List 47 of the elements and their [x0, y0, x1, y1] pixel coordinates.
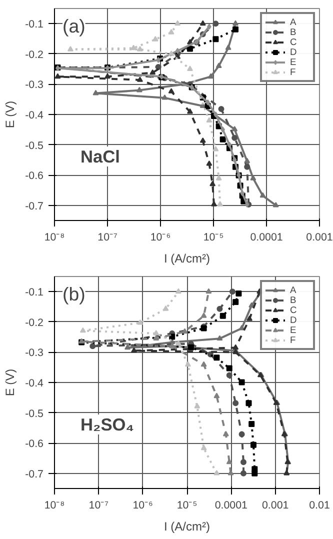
y-tick-label: -0.5	[25, 408, 44, 420]
legend-label: F	[290, 67, 297, 77]
y-tick-label: -0.1	[25, 18, 44, 31]
x-tick-label: 10⁻⁸	[44, 232, 65, 244]
annotation: NaCl	[80, 146, 120, 166]
legend-label: A	[290, 285, 298, 295]
legend-label: E	[290, 325, 298, 335]
annotation: H₂SO₄	[80, 414, 134, 434]
legend-label: D	[290, 47, 298, 57]
y-tick-label: -0.7	[25, 468, 44, 480]
y-tick-label: -0.4	[25, 110, 44, 122]
y-tick-label: -0.2	[25, 316, 44, 329]
x-tick-label: 10⁻⁶	[150, 232, 171, 244]
y-tick-label: -0.6	[25, 170, 44, 182]
x-tick-label: 10⁻⁷	[88, 500, 109, 512]
x-tick-label: 0.0001	[250, 232, 283, 244]
annotation: (a)	[62, 16, 86, 36]
x-axis-title: I (A/cm²)	[164, 252, 210, 266]
y-tick-label: -0.3	[25, 347, 44, 360]
y-tick-label: -0.6	[25, 438, 44, 450]
legend-label: C	[290, 37, 298, 47]
x-tick-label: 10⁻⁵	[203, 232, 224, 244]
y-tick-label: -0.7	[25, 200, 44, 212]
legend-label: C	[290, 305, 298, 315]
annotation: (b)	[62, 284, 86, 304]
x-axis-title: I (A/cm²)	[164, 520, 210, 534]
y-tick-label: -0.5	[25, 140, 44, 152]
x-tick-label: 10⁻⁵	[176, 500, 198, 512]
legend-label: B	[290, 295, 298, 305]
y-tick-label: -0.2	[25, 48, 44, 61]
x-tick-label: 0.001	[262, 500, 289, 512]
x-tick-label: 10⁻⁶	[132, 500, 153, 512]
x-tick-label: 10⁻⁷	[98, 232, 118, 244]
y-axis-title: E (V)	[3, 100, 18, 128]
legend-label: E	[290, 57, 298, 67]
legend-label: F	[290, 335, 297, 345]
x-tick-label: 0.001	[306, 232, 333, 244]
y-tick-label: -0.4	[25, 378, 44, 390]
x-tick-label: 0.0001	[214, 500, 248, 512]
y-axis-title: E (V)	[3, 368, 18, 396]
x-tick-label: 0.01	[309, 500, 330, 512]
y-tick-label: -0.1	[25, 286, 44, 299]
legend-label: A	[290, 17, 298, 27]
legend-label: D	[290, 315, 298, 325]
legend-label: B	[290, 27, 298, 37]
x-tick-label: 10⁻⁸	[44, 500, 65, 512]
y-tick-label: -0.3	[25, 79, 44, 92]
